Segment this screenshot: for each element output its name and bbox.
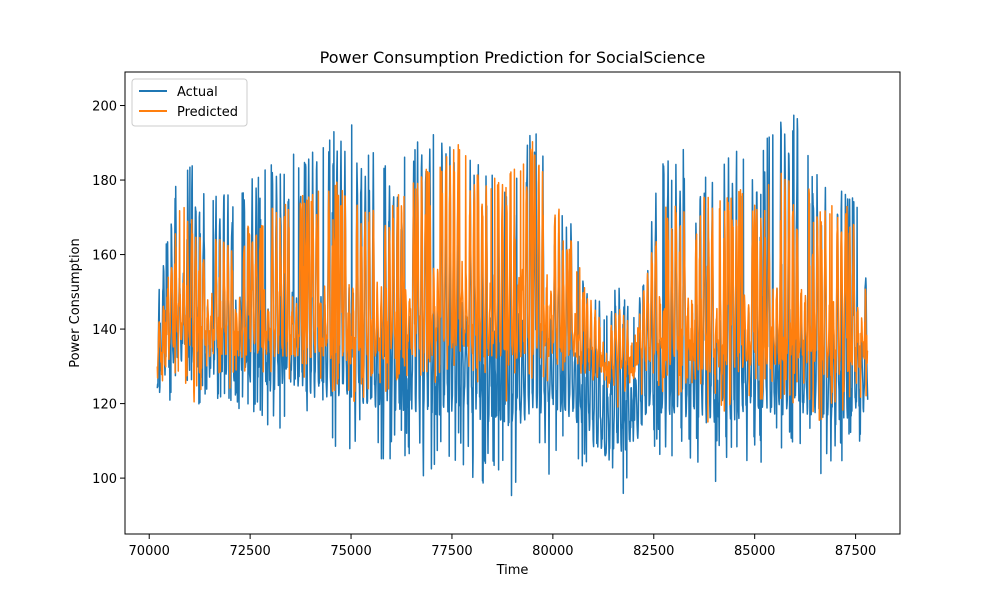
y-tick-label: 200	[92, 100, 117, 115]
legend-label-predicted: Predicted	[177, 105, 238, 120]
x-axis: 70000 72500 75000 77500 80000 82500 85000 87500	[129, 534, 876, 559]
x-tick-label: 82500	[633, 544, 674, 559]
chart-title: Power Consumption Prediction for SocialS…	[320, 48, 706, 67]
x-tick-label: 85000	[734, 544, 775, 559]
x-tick-label: 75000	[330, 544, 371, 559]
y-tick-label: 180	[92, 174, 117, 189]
y-tick-label: 140	[92, 323, 117, 338]
x-tick-label: 72500	[229, 544, 270, 559]
x-tick-label: 80000	[532, 544, 573, 559]
y-tick-label: 100	[92, 472, 117, 487]
series-line-predicted	[156, 141, 869, 423]
x-tick-label: 70000	[129, 544, 170, 559]
x-tick-label: 87500	[835, 544, 876, 559]
plot-frame	[124, 71, 901, 535]
legend-label-actual: Actual	[177, 85, 218, 100]
x-tick-label: 77500	[431, 544, 472, 559]
x-axis-label: Time	[496, 563, 529, 578]
legend: Actual Predicted	[131, 78, 248, 127]
y-axis: 100 120 140 160 180 200	[92, 100, 125, 487]
y-tick-label: 160	[92, 249, 117, 264]
y-tick-label: 120	[92, 398, 117, 413]
y-axis-label: Power Consumption	[68, 238, 83, 368]
plot-area	[124, 71, 901, 535]
